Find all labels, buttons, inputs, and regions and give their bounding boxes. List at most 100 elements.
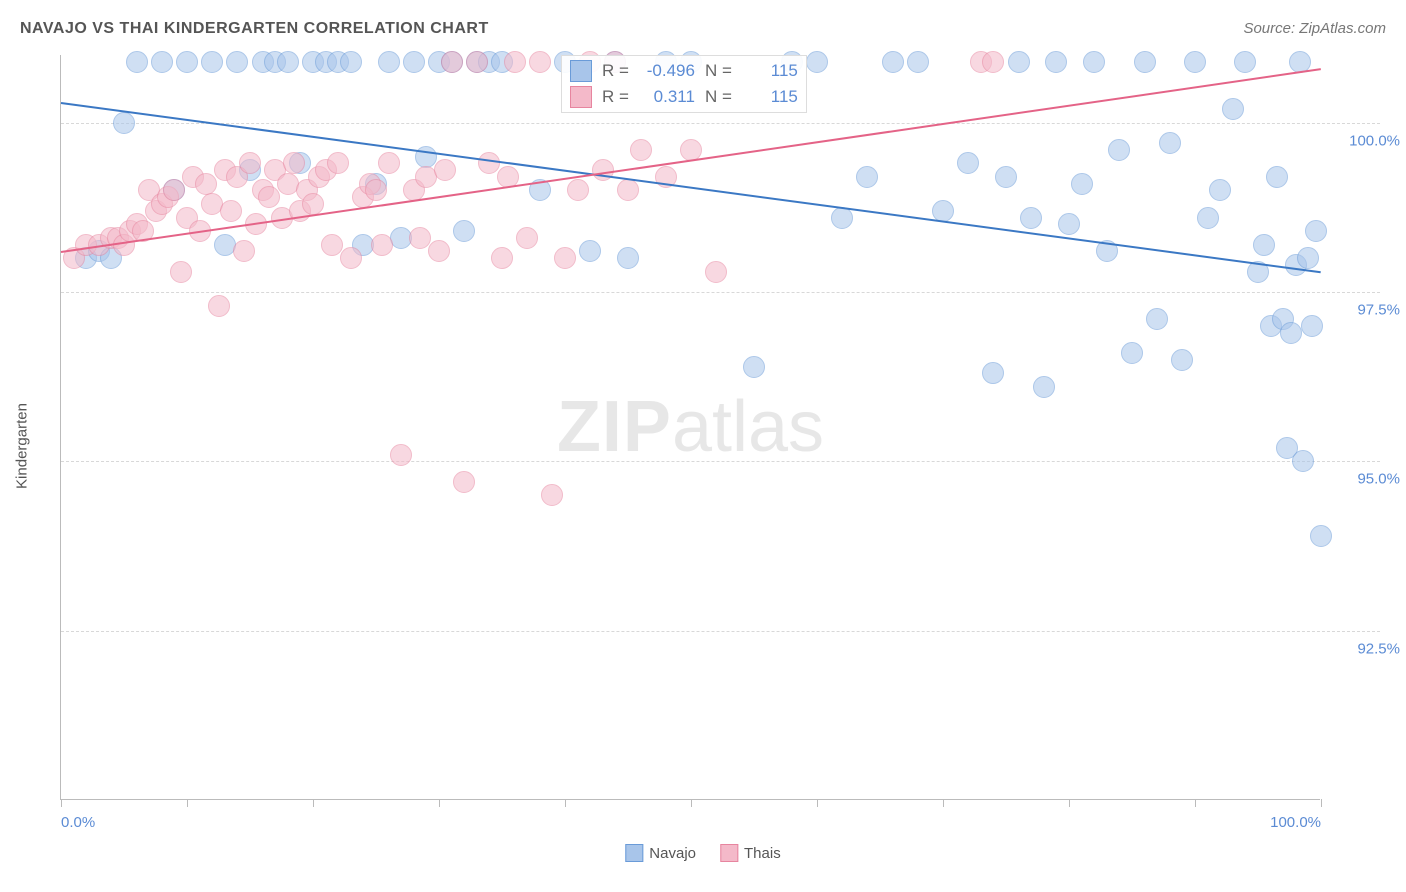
scatter-point [1171,349,1193,371]
scatter-point [1310,525,1332,547]
scatter-point [705,261,727,283]
scatter-point [630,139,652,161]
scatter-point [1134,51,1156,73]
scatter-point [1280,322,1302,344]
stats-r-label: R = [602,87,629,107]
scatter-point [1234,51,1256,73]
scatter-point [1108,139,1130,161]
legend-label-navajo: Navajo [649,845,696,862]
stats-r-value: -0.496 [639,61,695,81]
scatter-point [1253,234,1275,256]
watermark: ZIPatlas [557,386,824,468]
x-tick [565,799,566,807]
scatter-point [743,356,765,378]
scatter-point [1305,220,1327,242]
scatter-point [856,166,878,188]
stats-swatch [570,60,592,82]
scatter-point [1197,207,1219,229]
scatter-point [409,227,431,249]
y-tick-label: 92.5% [1330,640,1400,657]
scatter-point [1121,342,1143,364]
scatter-point [302,193,324,215]
stats-n-value: 115 [742,87,798,107]
scatter-point [340,247,362,269]
legend-item-thais: Thais [720,844,781,862]
x-tick [439,799,440,807]
scatter-point [233,240,255,262]
x-tick [691,799,692,807]
stats-r-label: R = [602,61,629,81]
scatter-point [163,179,185,201]
scatter-point [982,362,1004,384]
scatter-point [504,51,526,73]
x-tick [1069,799,1070,807]
scatter-point [1033,376,1055,398]
x-tick [1321,799,1322,807]
chart-title: NAVAJO VS THAI KINDERGARTEN CORRELATION … [20,20,489,38]
scatter-point [1058,213,1080,235]
scatter-point [453,220,475,242]
scatter-point [1045,51,1067,73]
scatter-point [579,240,601,262]
scatter-point [907,51,929,73]
scatter-point [195,173,217,195]
scatter-point [176,51,198,73]
scatter-point [365,179,387,201]
scatter-point [390,444,412,466]
scatter-point [617,247,639,269]
scatter-point [554,247,576,269]
scatter-point [1222,98,1244,120]
x-tick [943,799,944,807]
scatter-point [932,200,954,222]
scatter-point [1071,173,1093,195]
x-tick-label: 0.0% [61,814,95,831]
bottom-legend: Navajo Thais [625,844,780,862]
scatter-point [327,152,349,174]
scatter-point [1159,132,1181,154]
scatter-point [321,234,343,256]
legend-label-thais: Thais [744,845,781,862]
scatter-point [1301,315,1323,337]
scatter-point [277,51,299,73]
grid-line [61,461,1380,462]
scatter-point [1083,51,1105,73]
stats-swatch [570,86,592,108]
stats-n-label: N = [705,61,732,81]
x-tick-label: 100.0% [1270,814,1321,831]
legend-swatch-thais [720,844,738,862]
chart-source: Source: ZipAtlas.com [1243,20,1386,37]
x-tick [61,799,62,807]
scatter-point [982,51,1004,73]
stats-box: R =-0.496N =115R =0.311N =115 [561,55,807,113]
scatter-point [170,261,192,283]
scatter-point [1297,247,1319,269]
stats-n-label: N = [705,87,732,107]
scatter-point [1008,51,1030,73]
scatter-point [806,51,828,73]
scatter-point [1146,308,1168,330]
legend-item-navajo: Navajo [625,844,696,862]
scatter-point [567,179,589,201]
scatter-point [151,51,173,73]
scatter-point [1209,179,1231,201]
scatter-point [113,112,135,134]
scatter-point [201,51,223,73]
legend-swatch-navajo [625,844,643,862]
scatter-chart-area: ZIPatlas 92.5%95.0%97.5%100.0%0.0%100.0%… [60,55,1320,800]
x-tick [313,799,314,807]
scatter-point [208,295,230,317]
y-axis-label: Kindergarten [14,403,31,489]
scatter-point [283,152,305,174]
scatter-point [957,152,979,174]
scatter-point [453,471,475,493]
stats-r-value: 0.311 [639,87,695,107]
grid-line [61,631,1380,632]
scatter-point [1292,450,1314,472]
scatter-point [882,51,904,73]
scatter-point [428,240,450,262]
y-tick-label: 100.0% [1330,132,1400,149]
watermark-bold: ZIP [557,387,672,467]
scatter-point [1266,166,1288,188]
y-tick-label: 97.5% [1330,302,1400,319]
grid-line [61,123,1380,124]
